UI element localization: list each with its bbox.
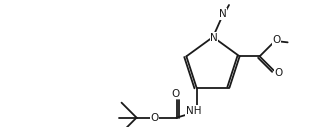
Text: O: O — [274, 68, 283, 78]
Text: O: O — [171, 89, 180, 99]
Text: O: O — [150, 113, 159, 123]
Text: N: N — [219, 9, 227, 19]
Text: N: N — [210, 33, 218, 43]
Text: O: O — [272, 35, 281, 45]
Text: NH: NH — [186, 106, 201, 116]
